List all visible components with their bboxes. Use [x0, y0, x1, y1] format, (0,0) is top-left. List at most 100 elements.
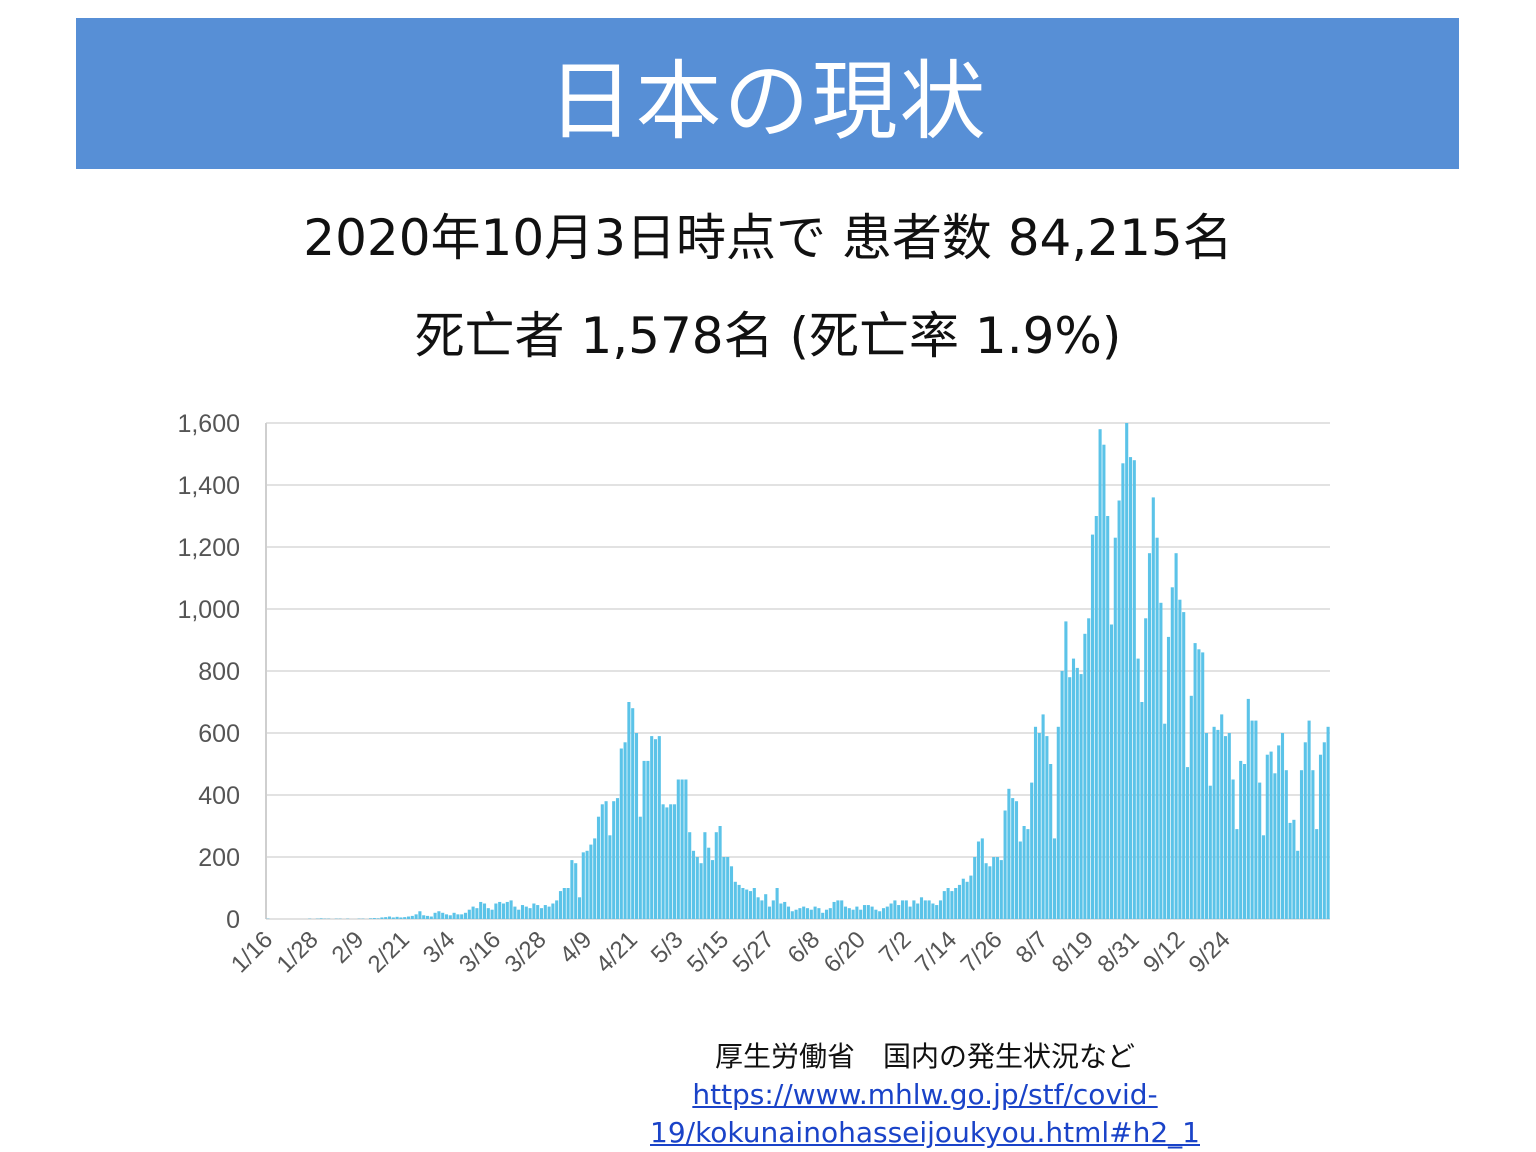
bar [790, 911, 794, 919]
bar [1155, 537, 1159, 919]
x-tick-label: 5/15 [682, 926, 734, 978]
bar [1125, 423, 1129, 919]
bar [733, 881, 737, 919]
bar [897, 905, 901, 919]
bar [714, 832, 718, 919]
bar [1064, 621, 1068, 919]
bar [1223, 736, 1228, 919]
bar [874, 909, 878, 919]
bar [665, 807, 669, 919]
bar [1102, 444, 1106, 919]
x-tick-label: 5/27 [728, 926, 780, 978]
bar [950, 891, 954, 919]
bar [832, 901, 836, 919]
source-link-line2[interactable]: 19/kokunainohasseijoukyou.html#h2_1 [650, 1116, 1200, 1149]
bar [1174, 553, 1178, 919]
bar [923, 900, 927, 919]
bar [410, 915, 414, 919]
bar [1315, 829, 1319, 919]
bar [881, 908, 886, 919]
x-tick-label: 7/2 [874, 926, 917, 969]
bar [779, 903, 783, 919]
bar [1182, 612, 1186, 919]
bar [836, 900, 840, 919]
bar [999, 860, 1003, 919]
bar [444, 914, 449, 919]
bar [722, 857, 726, 919]
bar [798, 908, 802, 919]
bar [988, 866, 992, 919]
bar [600, 804, 604, 919]
bar [669, 804, 673, 919]
bar [619, 748, 623, 919]
bar [1140, 702, 1144, 919]
bar [634, 733, 639, 919]
x-tick-label: 7/14 [910, 926, 962, 978]
y-tick-label: 200 [198, 844, 240, 872]
bar [395, 916, 399, 919]
bar [828, 908, 832, 919]
bar [1254, 720, 1258, 919]
y-tick-label: 1,400 [177, 472, 240, 500]
bar [1045, 736, 1049, 919]
bar [1322, 742, 1326, 919]
bar [448, 915, 452, 919]
deaths-summary: 死亡者 1,578名 (死亡率 1.9%) [414, 307, 1122, 365]
bar [532, 903, 536, 919]
bar [1239, 760, 1243, 919]
bar [604, 801, 608, 919]
bar [908, 906, 912, 919]
bar [1292, 819, 1296, 919]
bar [653, 739, 658, 919]
bar [786, 906, 791, 919]
bar [657, 736, 661, 919]
bar [821, 912, 825, 919]
bar [946, 888, 950, 919]
bar [676, 779, 680, 919]
x-tick-label: 4/21 [591, 926, 643, 978]
bar [1212, 726, 1216, 919]
bar [391, 917, 395, 919]
bar [612, 801, 616, 919]
bar [878, 911, 882, 919]
bar [1144, 618, 1148, 919]
bar [1288, 822, 1292, 919]
bar [802, 906, 806, 919]
bar [1311, 770, 1315, 919]
bar [1242, 764, 1247, 919]
bar [1326, 726, 1330, 919]
bar [980, 838, 984, 919]
bar [919, 897, 924, 919]
bar [555, 900, 559, 919]
source-link-line1[interactable]: https://www.mhlw.go.jp/stf/covid- [692, 1078, 1158, 1111]
bar [490, 909, 494, 919]
bar [403, 917, 407, 919]
bar [494, 903, 498, 919]
bar [992, 857, 996, 919]
bar [1087, 618, 1091, 919]
bar [650, 736, 654, 919]
x-tick-label: 2/9 [327, 926, 370, 969]
bar [954, 888, 958, 919]
bar [638, 816, 642, 919]
bar [433, 912, 437, 919]
bar [703, 832, 707, 919]
bar [517, 909, 521, 919]
bar [1280, 733, 1285, 919]
bar [589, 844, 593, 919]
bar [1159, 602, 1163, 919]
bar [528, 908, 532, 919]
x-tick-label: 8/19 [1047, 926, 1099, 978]
bar [562, 888, 566, 919]
bar [505, 901, 509, 919]
bar [688, 832, 692, 919]
bar [547, 906, 551, 919]
patients-summary: 2020年10月3日時点で 患者数 84,215名 [303, 209, 1233, 267]
bar [1098, 429, 1102, 919]
bar [1037, 733, 1041, 919]
bar [741, 888, 745, 919]
bar [615, 798, 620, 919]
bar [498, 901, 502, 919]
x-tick-label: 3/28 [500, 926, 552, 978]
bar [1068, 677, 1072, 919]
